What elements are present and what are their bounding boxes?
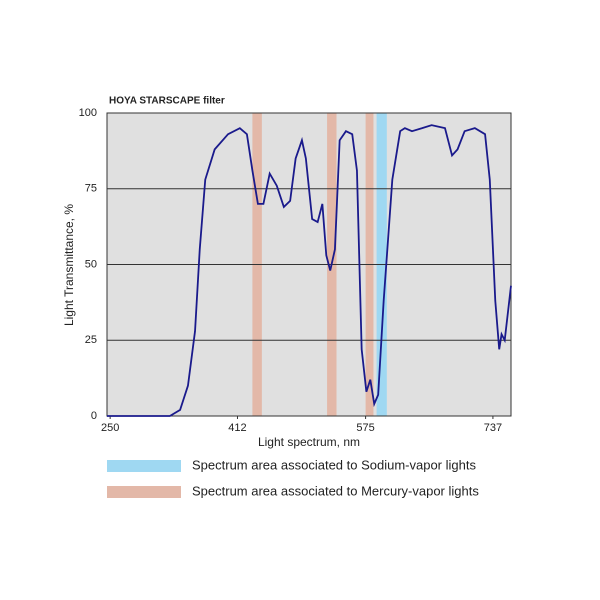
y-tick-label: 50 [85, 258, 97, 270]
x-tick-label: 412 [228, 422, 246, 434]
y-tick-label: 75 [85, 183, 97, 195]
x-tick-label: 250 [101, 422, 119, 434]
legend-label: Spectrum area associated to Mercury-vapo… [192, 483, 479, 498]
legend-swatch [107, 486, 181, 498]
x-axis-label: Light spectrum, nm [258, 435, 360, 449]
plot-border [106, 112, 512, 417]
y-tick-label: 100 [79, 107, 97, 119]
y-axis-label: Light Transmittance, % [62, 204, 76, 326]
x-tick-label: 575 [356, 422, 374, 434]
y-tick-label: 0 [91, 410, 97, 422]
legend-label: Spectrum area associated to Sodium-vapor… [192, 457, 476, 472]
transmittance-line [107, 124, 512, 417]
chart-title: HOYA STARSCAPE filter [109, 96, 225, 107]
x-tick-label: 737 [484, 422, 502, 434]
legend-swatch [107, 460, 181, 472]
y-tick-label: 25 [85, 334, 97, 346]
